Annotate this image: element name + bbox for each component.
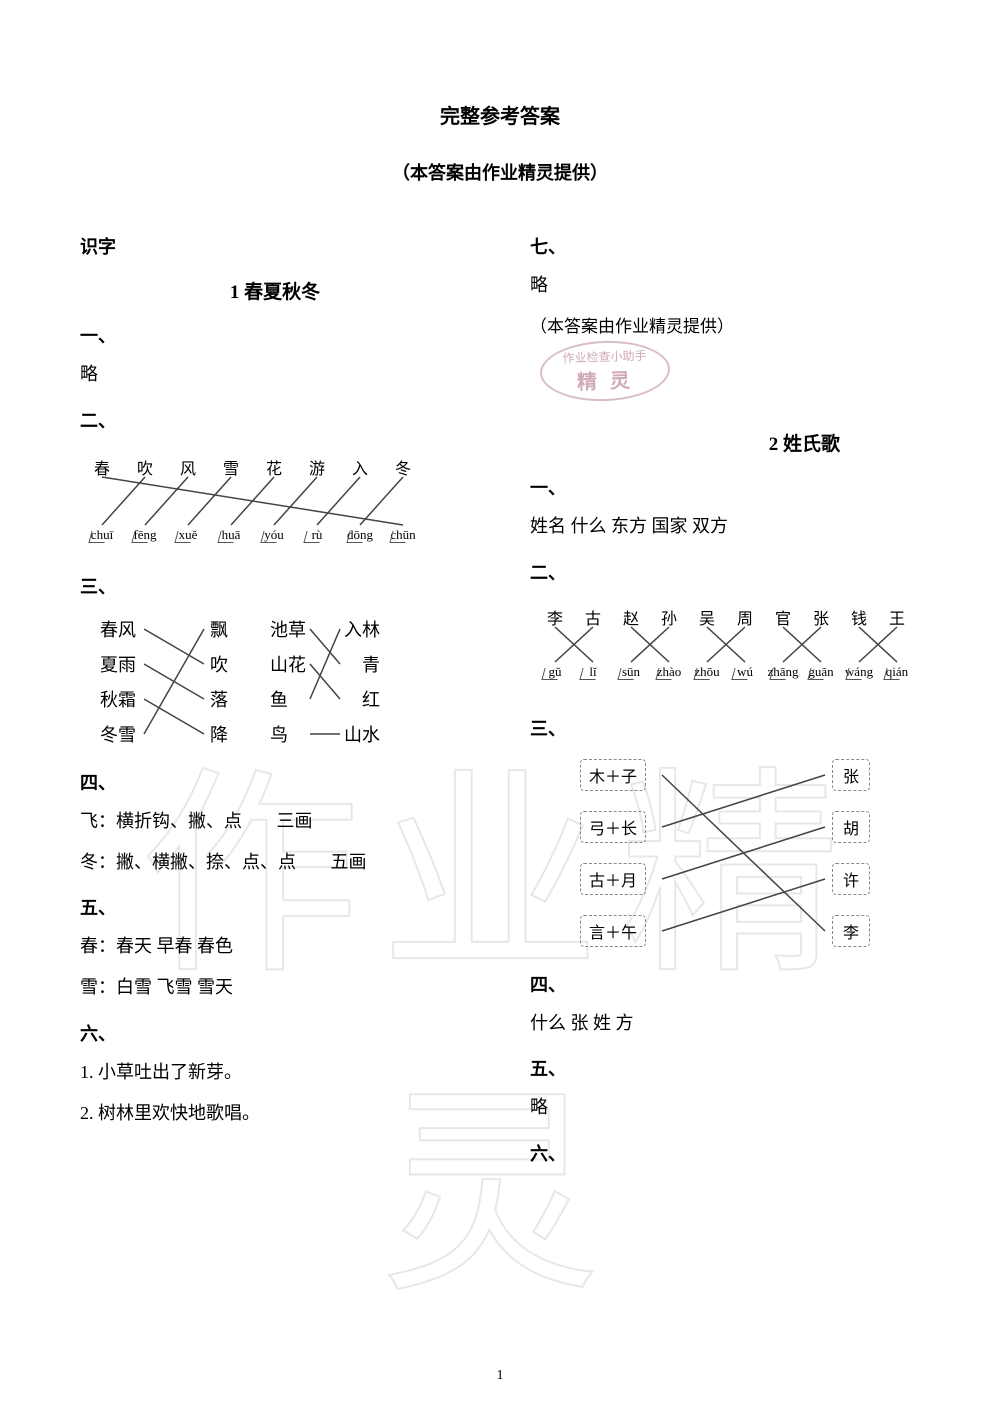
pair-rightleft-item: 山花 xyxy=(270,651,306,677)
left-sec6-item2: 2. 树林里欢快地歌唱。 xyxy=(80,1099,470,1128)
match-top-item: 花 xyxy=(262,455,286,479)
pair-left-item: 春风 xyxy=(100,616,136,642)
stamp-line1: 作业检查小助手 xyxy=(562,346,647,366)
right-sec4-label: 四、 xyxy=(530,971,920,997)
pair-mid-item: 落 xyxy=(210,686,228,712)
comp-right-item: 胡 xyxy=(832,811,870,843)
lesson2-title: 2 姓氏歌 xyxy=(530,429,920,456)
match-top-item: 入 xyxy=(348,455,372,479)
right-match1-diagram: 李古赵孙吴周官张钱王gǔlǐsūnzhàozhōuwúzhāngguānwáng… xyxy=(530,597,930,697)
right-sec2-label: 二、 xyxy=(530,559,920,585)
match-top-item: 吹 xyxy=(133,455,157,479)
match-top-item: 孙 xyxy=(657,605,681,629)
left-sec4-line1-count: 三画 xyxy=(277,807,313,836)
match-top-item: 古 xyxy=(581,605,605,629)
pair-left-item: 秋霜 xyxy=(100,686,136,712)
attribution-text: （本答案由作业精灵提供） xyxy=(530,312,920,337)
left-sec3-label: 三、 xyxy=(80,573,470,599)
match-top-item: 风 xyxy=(176,455,200,479)
pair-rightleft-item: 鸟 xyxy=(270,721,288,747)
pair-mid-item: 飘 xyxy=(210,616,228,642)
pair-left-item: 冬雪 xyxy=(100,721,136,747)
comp-left-item: 弓＋长 xyxy=(580,811,646,843)
pair-rightleft-item: 池草 xyxy=(270,616,306,642)
match-top-item: 春 xyxy=(90,455,114,479)
match-top-item: 雪 xyxy=(219,455,243,479)
right-column: 七、 略 （本答案由作业精灵提供） 作业检查小助手 精 灵 2 姓氏歌 一、 姓… xyxy=(530,215,920,1178)
left-sec5-line1: 春：春天 早春 春色 xyxy=(80,932,470,961)
lesson1-title: 1 春夏秋冬 xyxy=(80,277,470,304)
comp-right-item: 李 xyxy=(832,915,870,947)
left-sec1-label: 一、 xyxy=(80,322,470,348)
right-sec4-text: 什么 张 姓 方 xyxy=(530,1009,920,1038)
left-sec4-line2: 冬：撇、横撇、捺、点、点 五画 xyxy=(80,848,470,877)
left-column: 识字 1 春夏秋冬 一、 略 二、 春吹风雪花游入冬chuīfēngxuěhuā… xyxy=(80,215,470,1178)
comp-left-item: 古＋月 xyxy=(580,863,646,895)
left-sec5-label: 五、 xyxy=(80,894,470,920)
left-match1-diagram: 春吹风雪花游入冬chuīfēngxuěhuāyóurùdōngchūn xyxy=(80,445,440,555)
pair-left-item: 夏雨 xyxy=(100,651,136,677)
pair-right-item: 青 xyxy=(362,651,380,677)
match-top-item: 官 xyxy=(771,605,795,629)
match-top-item: 周 xyxy=(733,605,757,629)
pair-right-item: 山水 xyxy=(344,721,380,747)
page-content: 完整参考答案 （本答案由作业精灵提供） 识字 1 春夏秋冬 一、 略 二、 春吹… xyxy=(80,100,920,1178)
match-top-item: 冬 xyxy=(391,455,415,479)
right-sec1-label: 一、 xyxy=(530,474,920,500)
stamp-seal: 作业检查小助手 精 灵 xyxy=(539,339,671,404)
left-match2-diagram: 春风夏雨秋霜冬雪 飘吹落降 池草山花鱼鸟 入林青红山水 xyxy=(100,611,380,751)
match-top-item: 游 xyxy=(305,455,329,479)
comp-right-item: 张 xyxy=(832,759,870,791)
page-subtitle: （本答案由作业精灵提供） xyxy=(80,159,920,185)
left-match2-lines xyxy=(100,611,380,751)
right-sec7-text: 略 xyxy=(530,271,920,300)
match-top-item: 王 xyxy=(885,605,909,629)
right-comp-diagram: 木＋子弓＋长古＋月言＋午 张胡许李 xyxy=(580,753,870,953)
right-sec6-label: 六、 xyxy=(530,1140,920,1166)
pair-mid-item: 吹 xyxy=(210,651,228,677)
left-sec1-text: 略 xyxy=(80,360,470,389)
left-sec6-item1: 1. 小草吐出了新芽。 xyxy=(80,1058,470,1087)
right-sec7-label: 七、 xyxy=(530,233,920,259)
left-sec4-line1-label: 飞：横折钩、撇、点 xyxy=(80,811,242,831)
pair-mid-item: 降 xyxy=(210,721,228,747)
right-sec3-label: 三、 xyxy=(530,715,920,741)
right-sec1-text: 姓名 什么 东方 国家 双方 xyxy=(530,512,920,541)
left-sec5-line2: 雪：白雪 飞雪 雪天 xyxy=(80,973,470,1002)
left-sec4-line2-count: 五画 xyxy=(331,848,367,877)
left-sec4-label: 四、 xyxy=(80,769,470,795)
left-sec6-label: 六、 xyxy=(80,1020,470,1046)
heading-shizi: 识字 xyxy=(80,233,470,259)
match-top-item: 钱 xyxy=(847,605,871,629)
page-number: 1 xyxy=(497,1368,504,1384)
right-sec5-label: 五、 xyxy=(530,1055,920,1081)
left-sec4-line2-label: 冬：撇、横撇、捺、点、点 xyxy=(80,852,296,872)
right-sec5-text: 略 xyxy=(530,1093,920,1122)
comp-left-item: 木＋子 xyxy=(580,759,646,791)
two-column-layout: 识字 1 春夏秋冬 一、 略 二、 春吹风雪花游入冬chuīfēngxuěhuā… xyxy=(80,215,920,1178)
match-top-item: 张 xyxy=(809,605,833,629)
stamp-line2: 精 灵 xyxy=(576,364,634,395)
pair-right-item: 入林 xyxy=(344,616,380,642)
match-top-item: 赵 xyxy=(619,605,643,629)
page-title: 完整参考答案 xyxy=(80,100,920,129)
left-sec4-line1: 飞：横折钩、撇、点 三画 xyxy=(80,807,470,836)
comp-right-item: 许 xyxy=(832,863,870,895)
match-top-item: 吴 xyxy=(695,605,719,629)
match-top-item: 李 xyxy=(543,605,567,629)
left-sec2-label: 二、 xyxy=(80,407,470,433)
pair-right-item: 红 xyxy=(362,686,380,712)
pair-rightleft-item: 鱼 xyxy=(270,686,288,712)
comp-left-item: 言＋午 xyxy=(580,915,646,947)
